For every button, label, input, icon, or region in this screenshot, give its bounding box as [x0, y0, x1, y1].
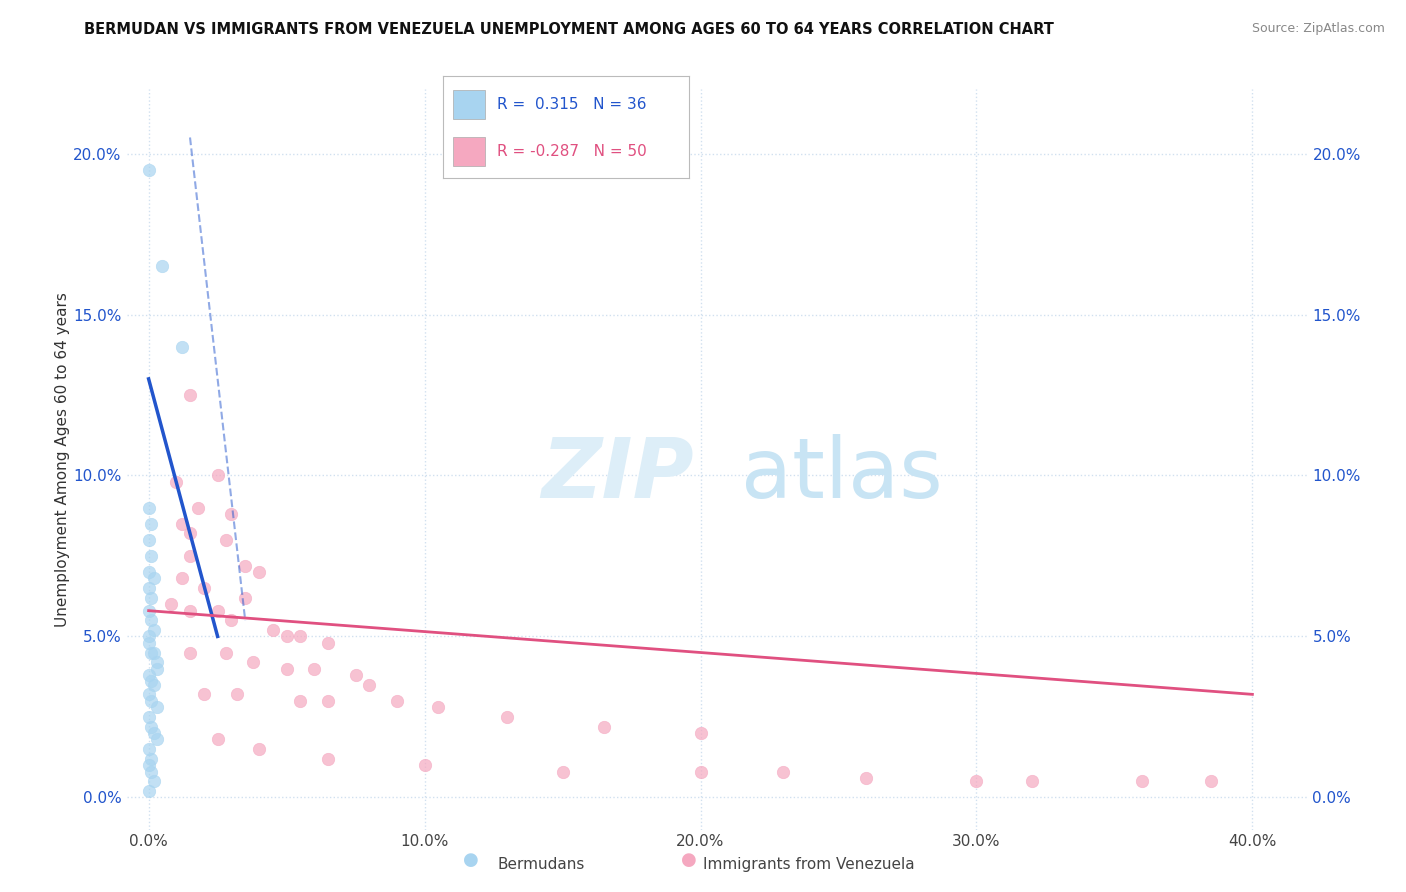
Point [143, 726, 166, 740]
Bar [453, 90, 485, 119]
Point [141, 752, 163, 766]
Text: R =  0.315   N = 36: R = 0.315 N = 36 [498, 97, 647, 112]
Point [242, 655, 264, 669]
Point [593, 720, 616, 734]
Point [138, 629, 160, 643]
Point [138, 162, 160, 177]
Point [1130, 774, 1153, 789]
Point [138, 758, 160, 772]
Point [159, 597, 181, 611]
Point [193, 581, 215, 595]
Point [276, 662, 298, 676]
Y-axis label: Unemployment Among Ages 60 to 64 years: Unemployment Among Ages 60 to 64 years [55, 292, 70, 627]
Point [233, 591, 256, 605]
Point [170, 340, 193, 354]
Point [141, 549, 163, 563]
Point [316, 752, 339, 766]
Point [141, 674, 163, 689]
Point [179, 526, 201, 541]
Point [138, 668, 160, 682]
Point [772, 764, 794, 779]
Point [551, 764, 574, 779]
Point [221, 613, 243, 627]
Point [138, 604, 160, 618]
Point [170, 516, 193, 531]
Point [170, 572, 193, 586]
Point [302, 662, 325, 676]
Point [138, 565, 160, 579]
Point [138, 687, 160, 701]
Point [138, 710, 160, 724]
Point [316, 694, 339, 708]
Point [146, 700, 169, 714]
Point [965, 774, 987, 789]
Point [193, 687, 215, 701]
Point [427, 700, 450, 714]
Point [146, 655, 169, 669]
Point [143, 572, 166, 586]
Point [496, 710, 519, 724]
Point [207, 604, 229, 618]
Point [138, 500, 160, 515]
Text: atlas: atlas [741, 434, 942, 515]
Point [221, 507, 243, 521]
Point [276, 629, 298, 643]
Point [179, 549, 201, 563]
Point [689, 726, 711, 740]
Point [262, 623, 284, 637]
Point [247, 742, 270, 756]
Point [1199, 774, 1222, 789]
Text: ●: ● [463, 851, 479, 869]
Point [165, 475, 187, 489]
Point [141, 764, 163, 779]
Point [215, 533, 238, 547]
Point [179, 646, 201, 660]
Point [247, 565, 270, 579]
Point [143, 678, 166, 692]
Text: Immigrants from Venezuela: Immigrants from Venezuela [703, 857, 914, 872]
Point [215, 646, 238, 660]
Point [179, 388, 201, 402]
Point [233, 558, 256, 573]
Point [143, 623, 166, 637]
Bar [453, 137, 485, 166]
Point [141, 720, 163, 734]
Point [146, 662, 169, 676]
Point [290, 629, 312, 643]
Point [138, 636, 160, 650]
Point [855, 771, 877, 785]
Point [152, 259, 174, 273]
Point [138, 742, 160, 756]
Point [138, 581, 160, 595]
Text: BERMUDAN VS IMMIGRANTS FROM VENEZUELA UNEMPLOYMENT AMONG AGES 60 TO 64 YEARS COR: BERMUDAN VS IMMIGRANTS FROM VENEZUELA UN… [84, 22, 1054, 37]
Text: Source: ZipAtlas.com: Source: ZipAtlas.com [1251, 22, 1385, 36]
Text: Bermudans: Bermudans [498, 857, 585, 872]
Point [141, 694, 163, 708]
Text: R = -0.287   N = 50: R = -0.287 N = 50 [498, 145, 647, 160]
Point [1021, 774, 1043, 789]
Point [179, 604, 201, 618]
Point [138, 784, 160, 798]
Text: ZIP: ZIP [541, 434, 693, 515]
Text: ●: ● [681, 851, 697, 869]
Point [413, 758, 436, 772]
Point [143, 774, 166, 789]
Point [141, 646, 163, 660]
Point [143, 646, 166, 660]
Point [226, 687, 249, 701]
Point [146, 732, 169, 747]
Point [316, 636, 339, 650]
Point [207, 732, 229, 747]
Point [138, 533, 160, 547]
Point [689, 764, 711, 779]
Point [141, 591, 163, 605]
Point [141, 613, 163, 627]
Point [290, 694, 312, 708]
Point [141, 516, 163, 531]
Point [344, 668, 367, 682]
Point [187, 500, 209, 515]
Point [359, 678, 381, 692]
Point [385, 694, 408, 708]
Point [207, 468, 229, 483]
